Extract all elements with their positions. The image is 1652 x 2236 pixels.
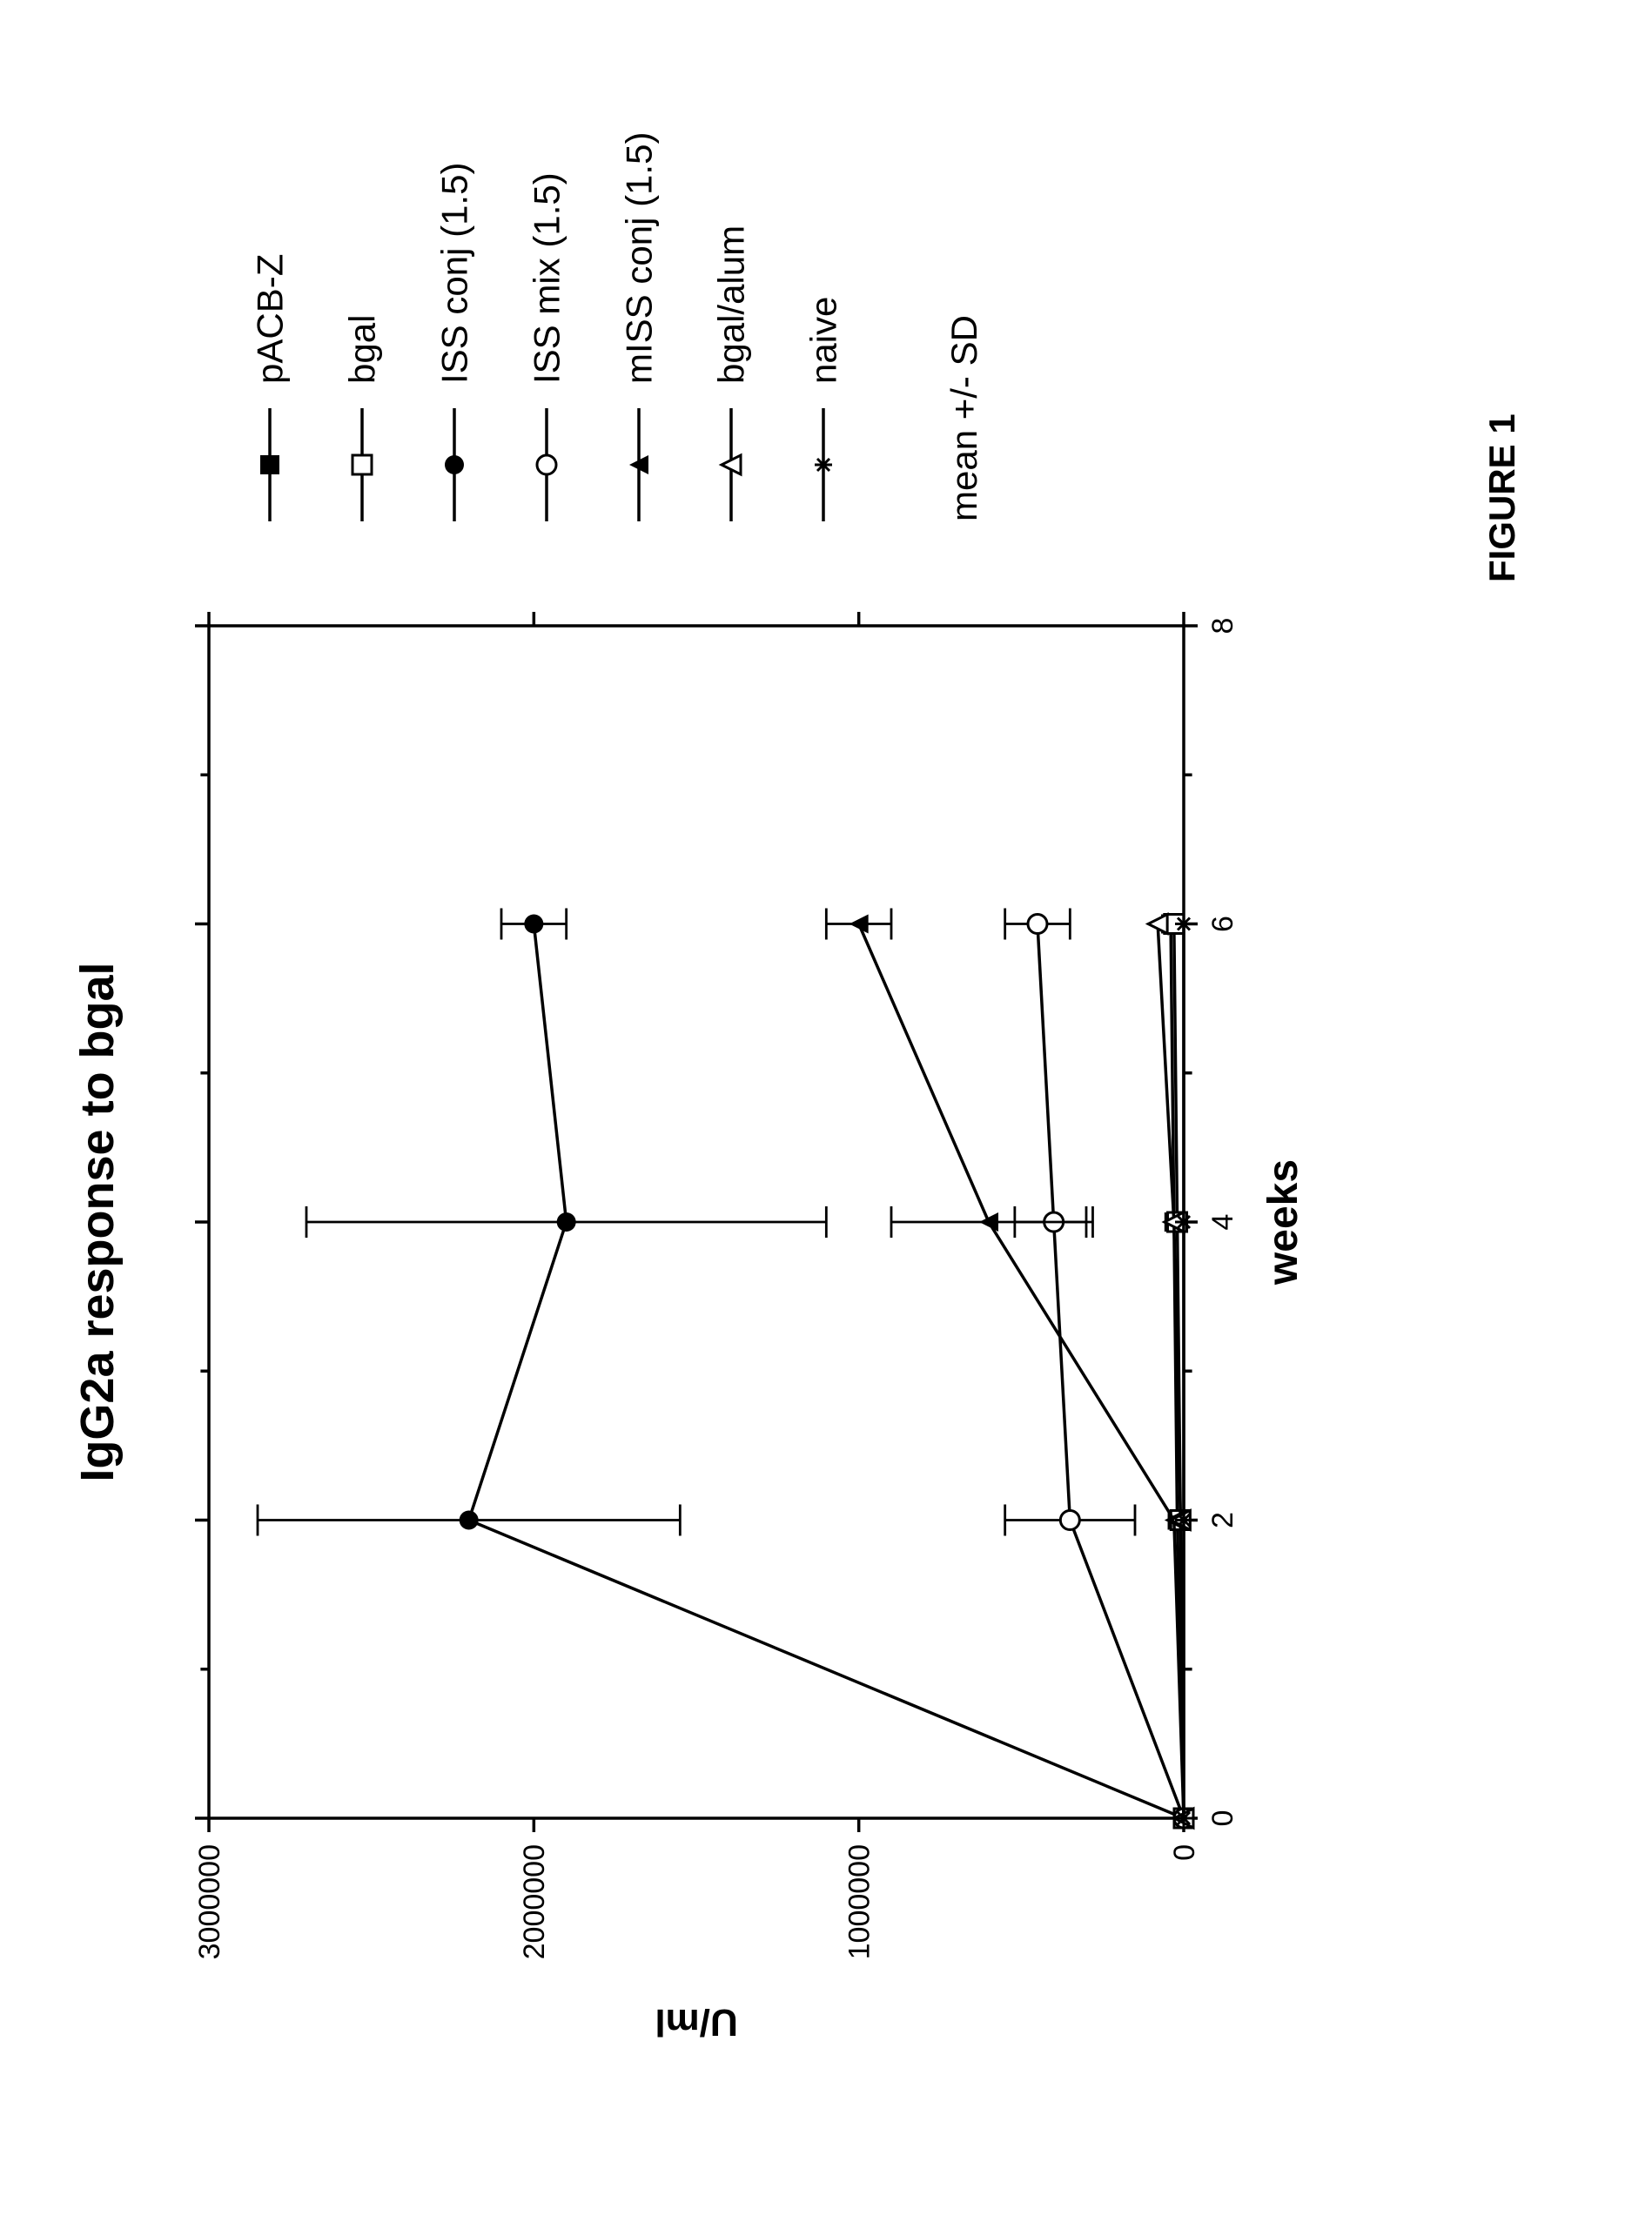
x-tick-label: 2: [1206, 1512, 1239, 1528]
x-tick-label: 4: [1206, 1214, 1239, 1231]
y-tick-label: 2000000: [518, 1844, 551, 1959]
legend-label: ISS conj (1.5): [434, 163, 475, 384]
y-tick-label: 3000000: [193, 1844, 226, 1959]
legend-note: mean +/- SD: [944, 315, 984, 521]
x-tick-label: 8: [1206, 618, 1239, 635]
figure-label: FIGURE 1: [1481, 413, 1522, 582]
figure-svg: 0 1000000 2000000 3000000 0 2 4 6 8 IgG2a respons…: [0, 0, 1652, 2236]
legend-label: mISS conj (1.5): [619, 132, 660, 384]
rotated-page: 0 1000000 2000000 3000000 0 2 4 6 8 IgG2a respons…: [0, 0, 1652, 2236]
legend-label: naive: [803, 297, 844, 384]
legend-label: pACB-Z: [250, 254, 291, 384]
x-tick-label: 6: [1206, 916, 1239, 932]
legend-label: bgal/alum: [711, 225, 752, 384]
x-tick-label: 0: [1206, 1810, 1239, 1827]
legend-label: ISS mix (1.5): [527, 172, 567, 384]
chart-title: IgG2a response to bgal: [71, 962, 124, 1481]
y-axis-label: U/ml: [655, 2001, 737, 2044]
legend-label: bgal: [342, 315, 383, 384]
y-tick-label: 1000000: [843, 1844, 876, 1959]
y-tick-label: 0: [1168, 1844, 1201, 1861]
x-axis-label: weeks: [1260, 1159, 1306, 1286]
